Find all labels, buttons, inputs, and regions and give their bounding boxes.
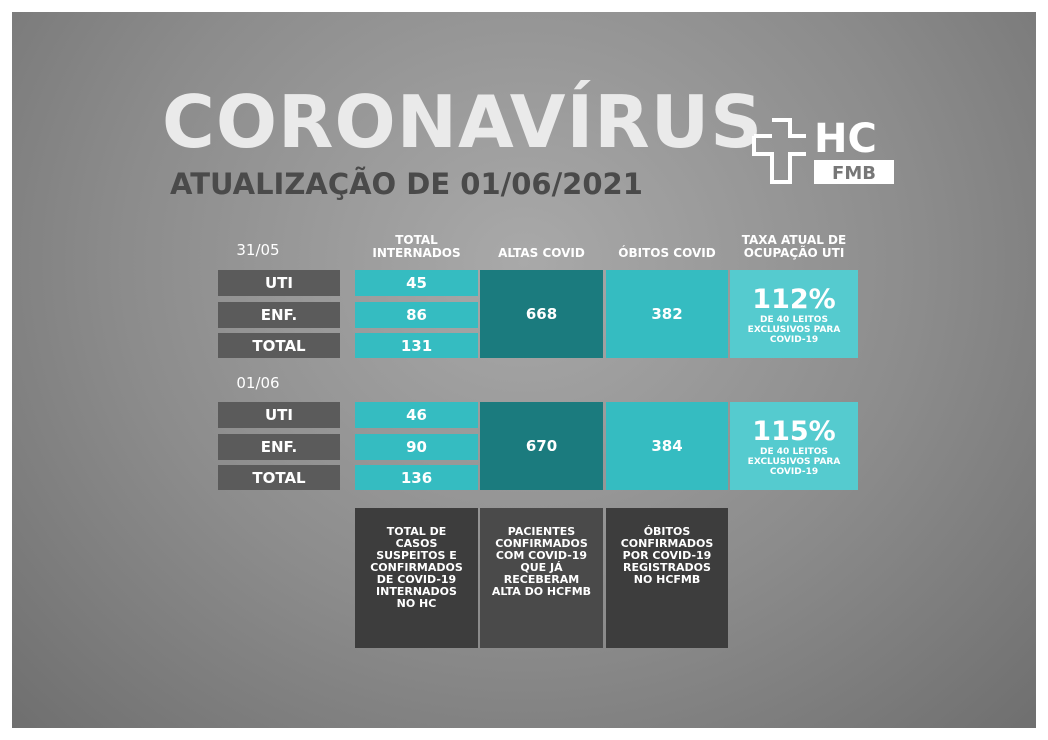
row-label: TOTAL	[218, 333, 340, 358]
taxa-cell: 112% DE 40 LEITOS EXCLUSIVOS PARA COVID-…	[730, 270, 858, 358]
date: 31/05	[236, 241, 280, 259]
logo-box	[814, 160, 894, 184]
col-header: TAXA ATUAL DE OCUPAÇÃO UTI	[741, 233, 847, 260]
title: CORONAVÍRUS	[162, 80, 764, 164]
total-cell: 136	[355, 465, 478, 490]
obitos-cell: 382	[606, 270, 728, 358]
taxa-cell: 115% DE 40 LEITOS EXCLUSIVOS PARA COVID-…	[730, 402, 858, 490]
total-cell: 86	[355, 302, 478, 328]
row-label: TOTAL	[218, 465, 340, 490]
taxa-value: 112%	[752, 283, 836, 315]
col-header: ALTAS COVID	[498, 246, 585, 260]
poster: CORONAVÍRUS ATUALIZAÇÃO DE 01/06/2021 HC…	[12, 12, 1036, 728]
logo-fmb: FMB	[832, 163, 876, 184]
row-label: UTI	[218, 270, 340, 296]
taxa-note: DE 40 LEITOS EXCLUSIVOS PARA COVID-19	[747, 314, 841, 345]
subtitle: ATUALIZAÇÃO DE 01/06/2021	[170, 167, 643, 201]
taxa-value: 115%	[752, 415, 836, 447]
description: TOTAL DE CASOS SUSPEITOS E CONFIRMADOS D…	[355, 508, 478, 648]
altas-cell: 668	[480, 270, 603, 358]
logo-cross	[752, 118, 806, 184]
obitos-cell: 384	[606, 402, 728, 490]
description: ÓBITOS CONFIRMADOS POR COVID-19 REGISTRA…	[606, 508, 728, 648]
logo: HC FMB	[752, 116, 894, 184]
total-cell: 45	[355, 270, 478, 296]
col-header: ÓBITOS COVID	[618, 246, 716, 260]
logo-hc: HC	[814, 116, 877, 162]
taxa-note: DE 40 LEITOS EXCLUSIVOS PARA COVID-19	[747, 446, 841, 477]
row-label: ENF.	[218, 434, 340, 460]
date: 01/06	[236, 374, 280, 392]
row-label: ENF.	[218, 302, 340, 328]
description: PACIENTES CONFIRMADOS COM COVID-19 QUE J…	[480, 508, 603, 648]
total-cell: 46	[355, 402, 478, 428]
row-label: UTI	[218, 402, 340, 428]
total-cell: 90	[355, 434, 478, 460]
total-cell: 131	[355, 333, 478, 358]
altas-cell: 670	[480, 402, 603, 490]
col-header: TOTAL INTERNADOS	[372, 233, 461, 260]
